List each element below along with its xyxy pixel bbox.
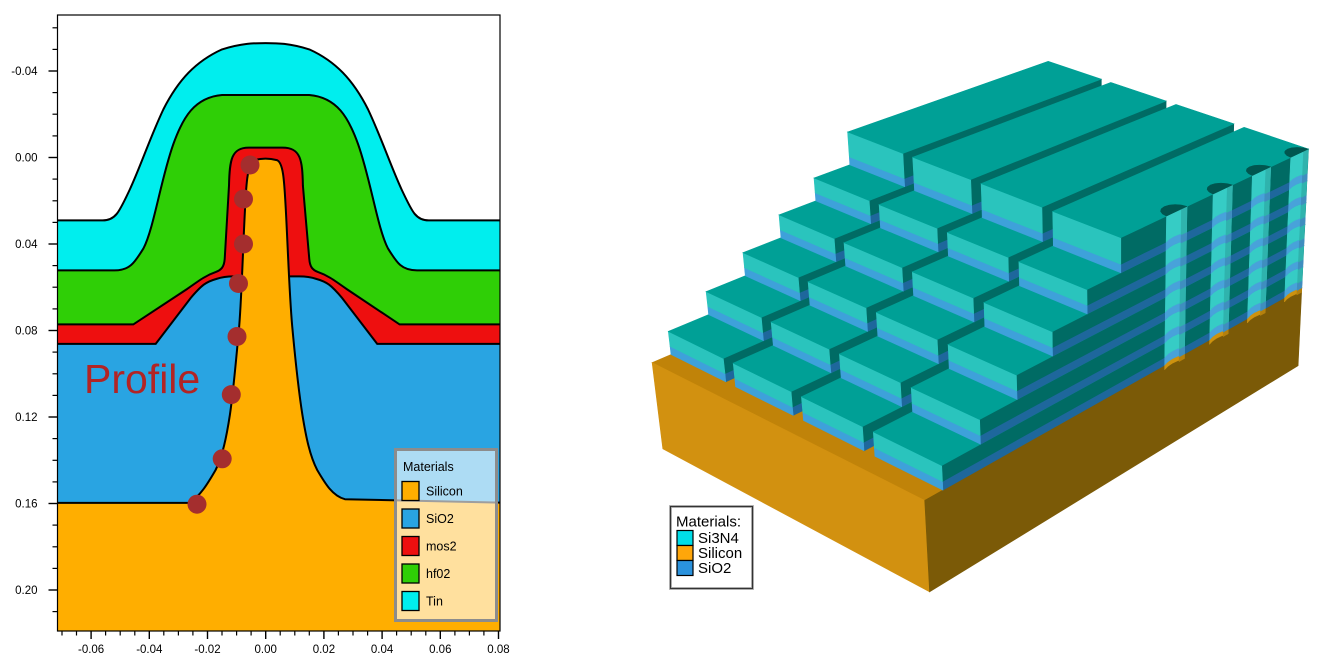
svg-text:0.16: 0.16	[15, 499, 37, 511]
svg-text:0.06: 0.06	[429, 644, 451, 656]
svg-text:0.04: 0.04	[15, 239, 38, 251]
svg-text:-0.04: -0.04	[11, 66, 38, 78]
svg-text:0.20: 0.20	[15, 585, 37, 597]
svg-text:Profile: Profile	[84, 356, 200, 402]
svg-text:-0.02: -0.02	[194, 644, 220, 656]
svg-text:0.00: 0.00	[255, 644, 277, 656]
svg-text:-0.04: -0.04	[136, 644, 163, 656]
svg-text:Silicon: Silicon	[426, 485, 463, 499]
svg-text:SiO2: SiO2	[426, 512, 454, 526]
svg-text:0.00: 0.00	[15, 153, 37, 165]
svg-text:0.12: 0.12	[15, 412, 37, 424]
svg-text:SiO2: SiO2	[698, 560, 731, 577]
svg-text:0.02: 0.02	[313, 644, 335, 656]
svg-text:0.04: 0.04	[371, 644, 394, 656]
svg-text:-0.06: -0.06	[78, 644, 104, 656]
svg-text:0.08: 0.08	[15, 326, 37, 338]
svg-text:Silicon: Silicon	[698, 545, 742, 562]
svg-text:Tin: Tin	[426, 595, 443, 609]
svg-text:Materials: Materials	[403, 460, 454, 474]
svg-text:Si3N4: Si3N4	[698, 530, 739, 547]
svg-text:mos2: mos2	[426, 540, 457, 554]
svg-text:Materials:: Materials:	[676, 514, 741, 531]
svg-text:0.08: 0.08	[487, 644, 509, 656]
svg-text:hf02: hf02	[426, 567, 450, 581]
